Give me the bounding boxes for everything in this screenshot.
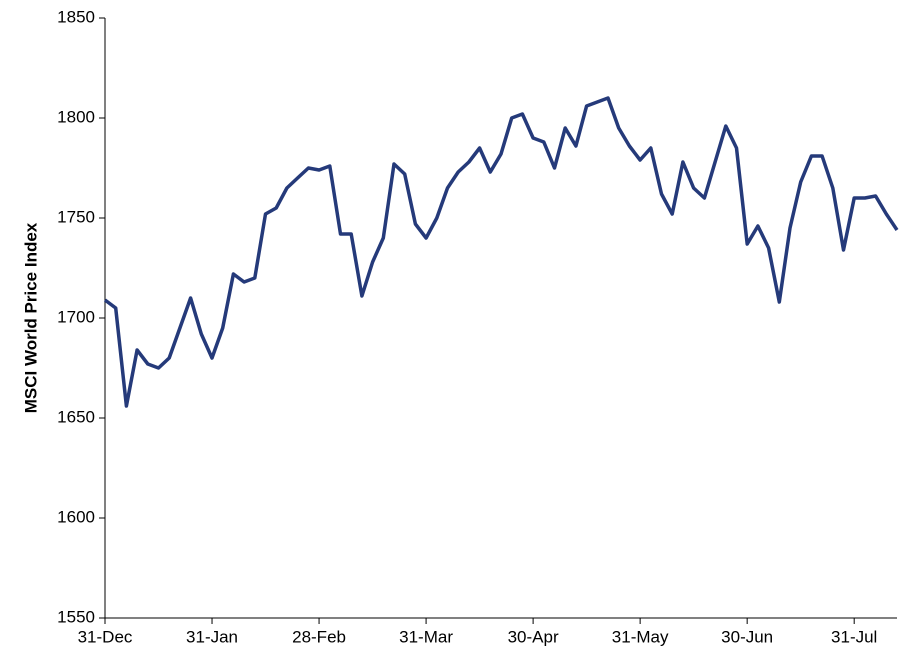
x-tick-label: 31-May [612,627,669,646]
y-tick-label: 1600 [57,507,95,526]
y-tick-label: 1750 [57,207,95,226]
x-tick-label: 30-Jun [721,627,773,646]
x-tick-label: 31-Dec [78,627,133,646]
y-tick-label: 1700 [57,307,95,326]
x-tick-label: 30-Apr [508,627,559,646]
y-tick-label: 1850 [57,7,95,26]
x-tick-label: 31-Mar [399,627,453,646]
data-line [103,96,899,408]
y-tick-label: 1800 [57,107,95,126]
y-tick-label: 1550 [57,607,95,626]
x-tick-label: 31-Jan [186,627,238,646]
x-tick-label: 31-Jul [831,627,877,646]
y-axis-label: MSCI World Price Index [21,222,40,413]
x-tick-label: 28-Feb [292,627,346,646]
y-tick-label: 1650 [57,407,95,426]
